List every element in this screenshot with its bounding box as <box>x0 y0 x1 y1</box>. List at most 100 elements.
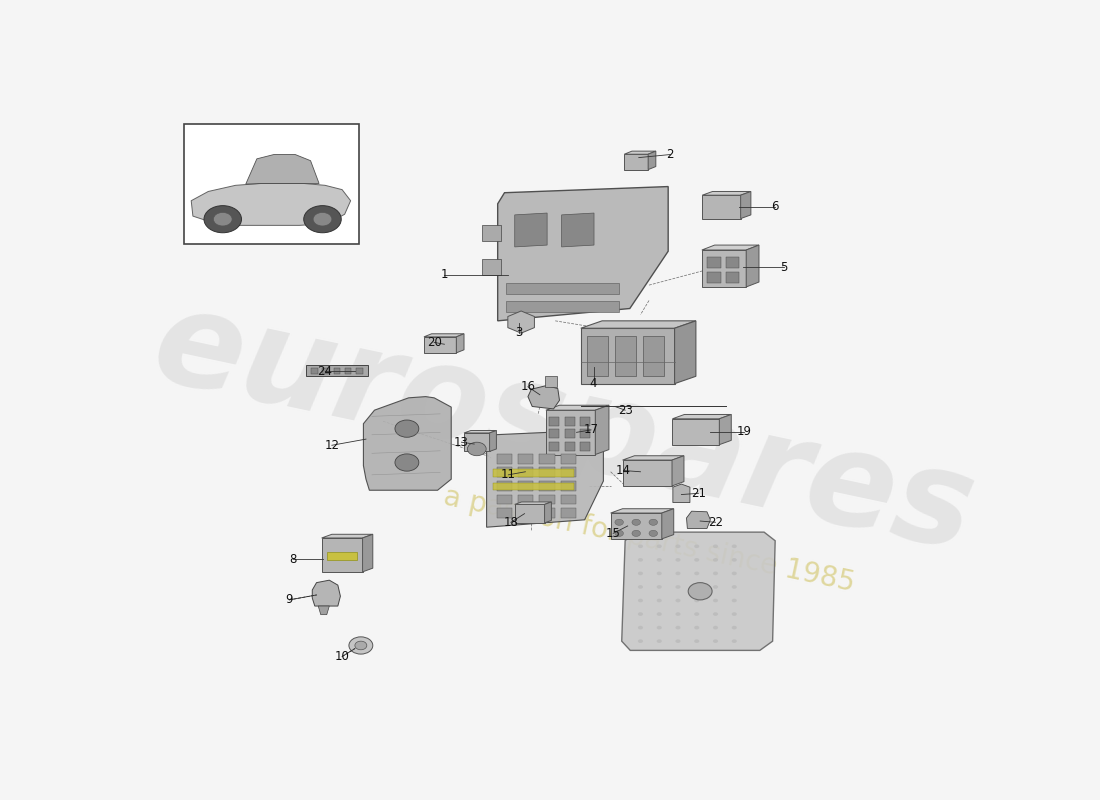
Circle shape <box>694 558 700 562</box>
Text: 14: 14 <box>616 464 631 477</box>
Bar <box>580 442 591 451</box>
Polygon shape <box>623 456 684 460</box>
Bar <box>497 481 513 491</box>
Circle shape <box>638 585 644 589</box>
Circle shape <box>732 639 737 643</box>
Circle shape <box>694 612 700 616</box>
Bar <box>311 368 318 374</box>
Bar <box>539 454 554 464</box>
Bar <box>539 467 554 478</box>
Bar <box>561 454 576 464</box>
Text: 13: 13 <box>454 436 469 449</box>
Polygon shape <box>424 337 456 353</box>
Text: 19: 19 <box>737 426 752 438</box>
Circle shape <box>713 612 718 616</box>
Circle shape <box>732 585 737 589</box>
Circle shape <box>732 571 737 575</box>
Polygon shape <box>610 513 662 539</box>
Polygon shape <box>546 410 595 454</box>
Bar <box>726 272 739 283</box>
Circle shape <box>675 639 681 643</box>
Bar <box>561 494 576 505</box>
Circle shape <box>213 213 232 226</box>
Polygon shape <box>621 532 775 650</box>
Bar <box>644 336 664 376</box>
Bar <box>327 552 358 561</box>
Polygon shape <box>702 195 740 218</box>
Circle shape <box>694 626 700 630</box>
Polygon shape <box>321 534 373 538</box>
Circle shape <box>732 612 737 616</box>
Circle shape <box>638 612 644 616</box>
Circle shape <box>694 545 700 548</box>
Circle shape <box>694 598 700 602</box>
Polygon shape <box>456 334 464 353</box>
Polygon shape <box>595 406 609 454</box>
Circle shape <box>631 530 640 537</box>
Polygon shape <box>746 245 759 287</box>
Text: 21: 21 <box>691 487 706 500</box>
Polygon shape <box>490 430 496 451</box>
Circle shape <box>675 598 681 602</box>
Text: 23: 23 <box>618 404 632 417</box>
Polygon shape <box>610 509 673 513</box>
Bar <box>497 494 513 505</box>
Polygon shape <box>528 386 560 409</box>
Bar <box>561 467 576 478</box>
Circle shape <box>675 558 681 562</box>
Bar <box>561 508 576 518</box>
Bar <box>539 494 554 505</box>
Circle shape <box>675 612 681 616</box>
Bar <box>707 258 721 269</box>
Bar <box>494 470 574 477</box>
Circle shape <box>204 206 242 233</box>
Circle shape <box>649 530 658 537</box>
Circle shape <box>657 639 662 643</box>
Circle shape <box>713 598 718 602</box>
Polygon shape <box>321 538 363 572</box>
Text: eurospares: eurospares <box>142 280 986 578</box>
Bar <box>518 508 534 518</box>
Circle shape <box>675 571 681 575</box>
Text: 15: 15 <box>606 527 620 540</box>
Polygon shape <box>625 154 648 170</box>
Text: 4: 4 <box>590 377 597 390</box>
Circle shape <box>694 585 700 589</box>
Polygon shape <box>497 186 668 321</box>
Bar <box>518 454 534 464</box>
Circle shape <box>355 641 366 650</box>
Circle shape <box>657 571 662 575</box>
Circle shape <box>314 213 332 226</box>
Polygon shape <box>245 154 319 184</box>
Polygon shape <box>581 328 674 384</box>
Bar <box>539 481 554 491</box>
Polygon shape <box>702 245 759 250</box>
Bar <box>615 336 636 376</box>
Text: 11: 11 <box>500 468 516 482</box>
Polygon shape <box>648 151 656 170</box>
Circle shape <box>638 545 644 548</box>
Polygon shape <box>464 433 490 451</box>
Circle shape <box>713 626 718 630</box>
Bar <box>564 442 575 451</box>
Polygon shape <box>672 456 684 486</box>
Circle shape <box>713 558 718 562</box>
Polygon shape <box>702 250 746 287</box>
Circle shape <box>657 585 662 589</box>
Bar <box>482 259 502 274</box>
Circle shape <box>638 571 644 575</box>
Bar <box>333 368 340 374</box>
Circle shape <box>732 626 737 630</box>
Bar <box>506 283 618 294</box>
Text: 2: 2 <box>667 148 674 161</box>
Bar <box>544 376 557 386</box>
Text: 9: 9 <box>286 594 293 606</box>
Polygon shape <box>740 191 751 218</box>
Circle shape <box>615 530 624 537</box>
Bar <box>707 272 721 283</box>
Polygon shape <box>515 505 544 523</box>
Polygon shape <box>662 509 673 539</box>
Circle shape <box>694 571 700 575</box>
Bar <box>506 301 618 311</box>
Text: 24: 24 <box>318 365 332 378</box>
